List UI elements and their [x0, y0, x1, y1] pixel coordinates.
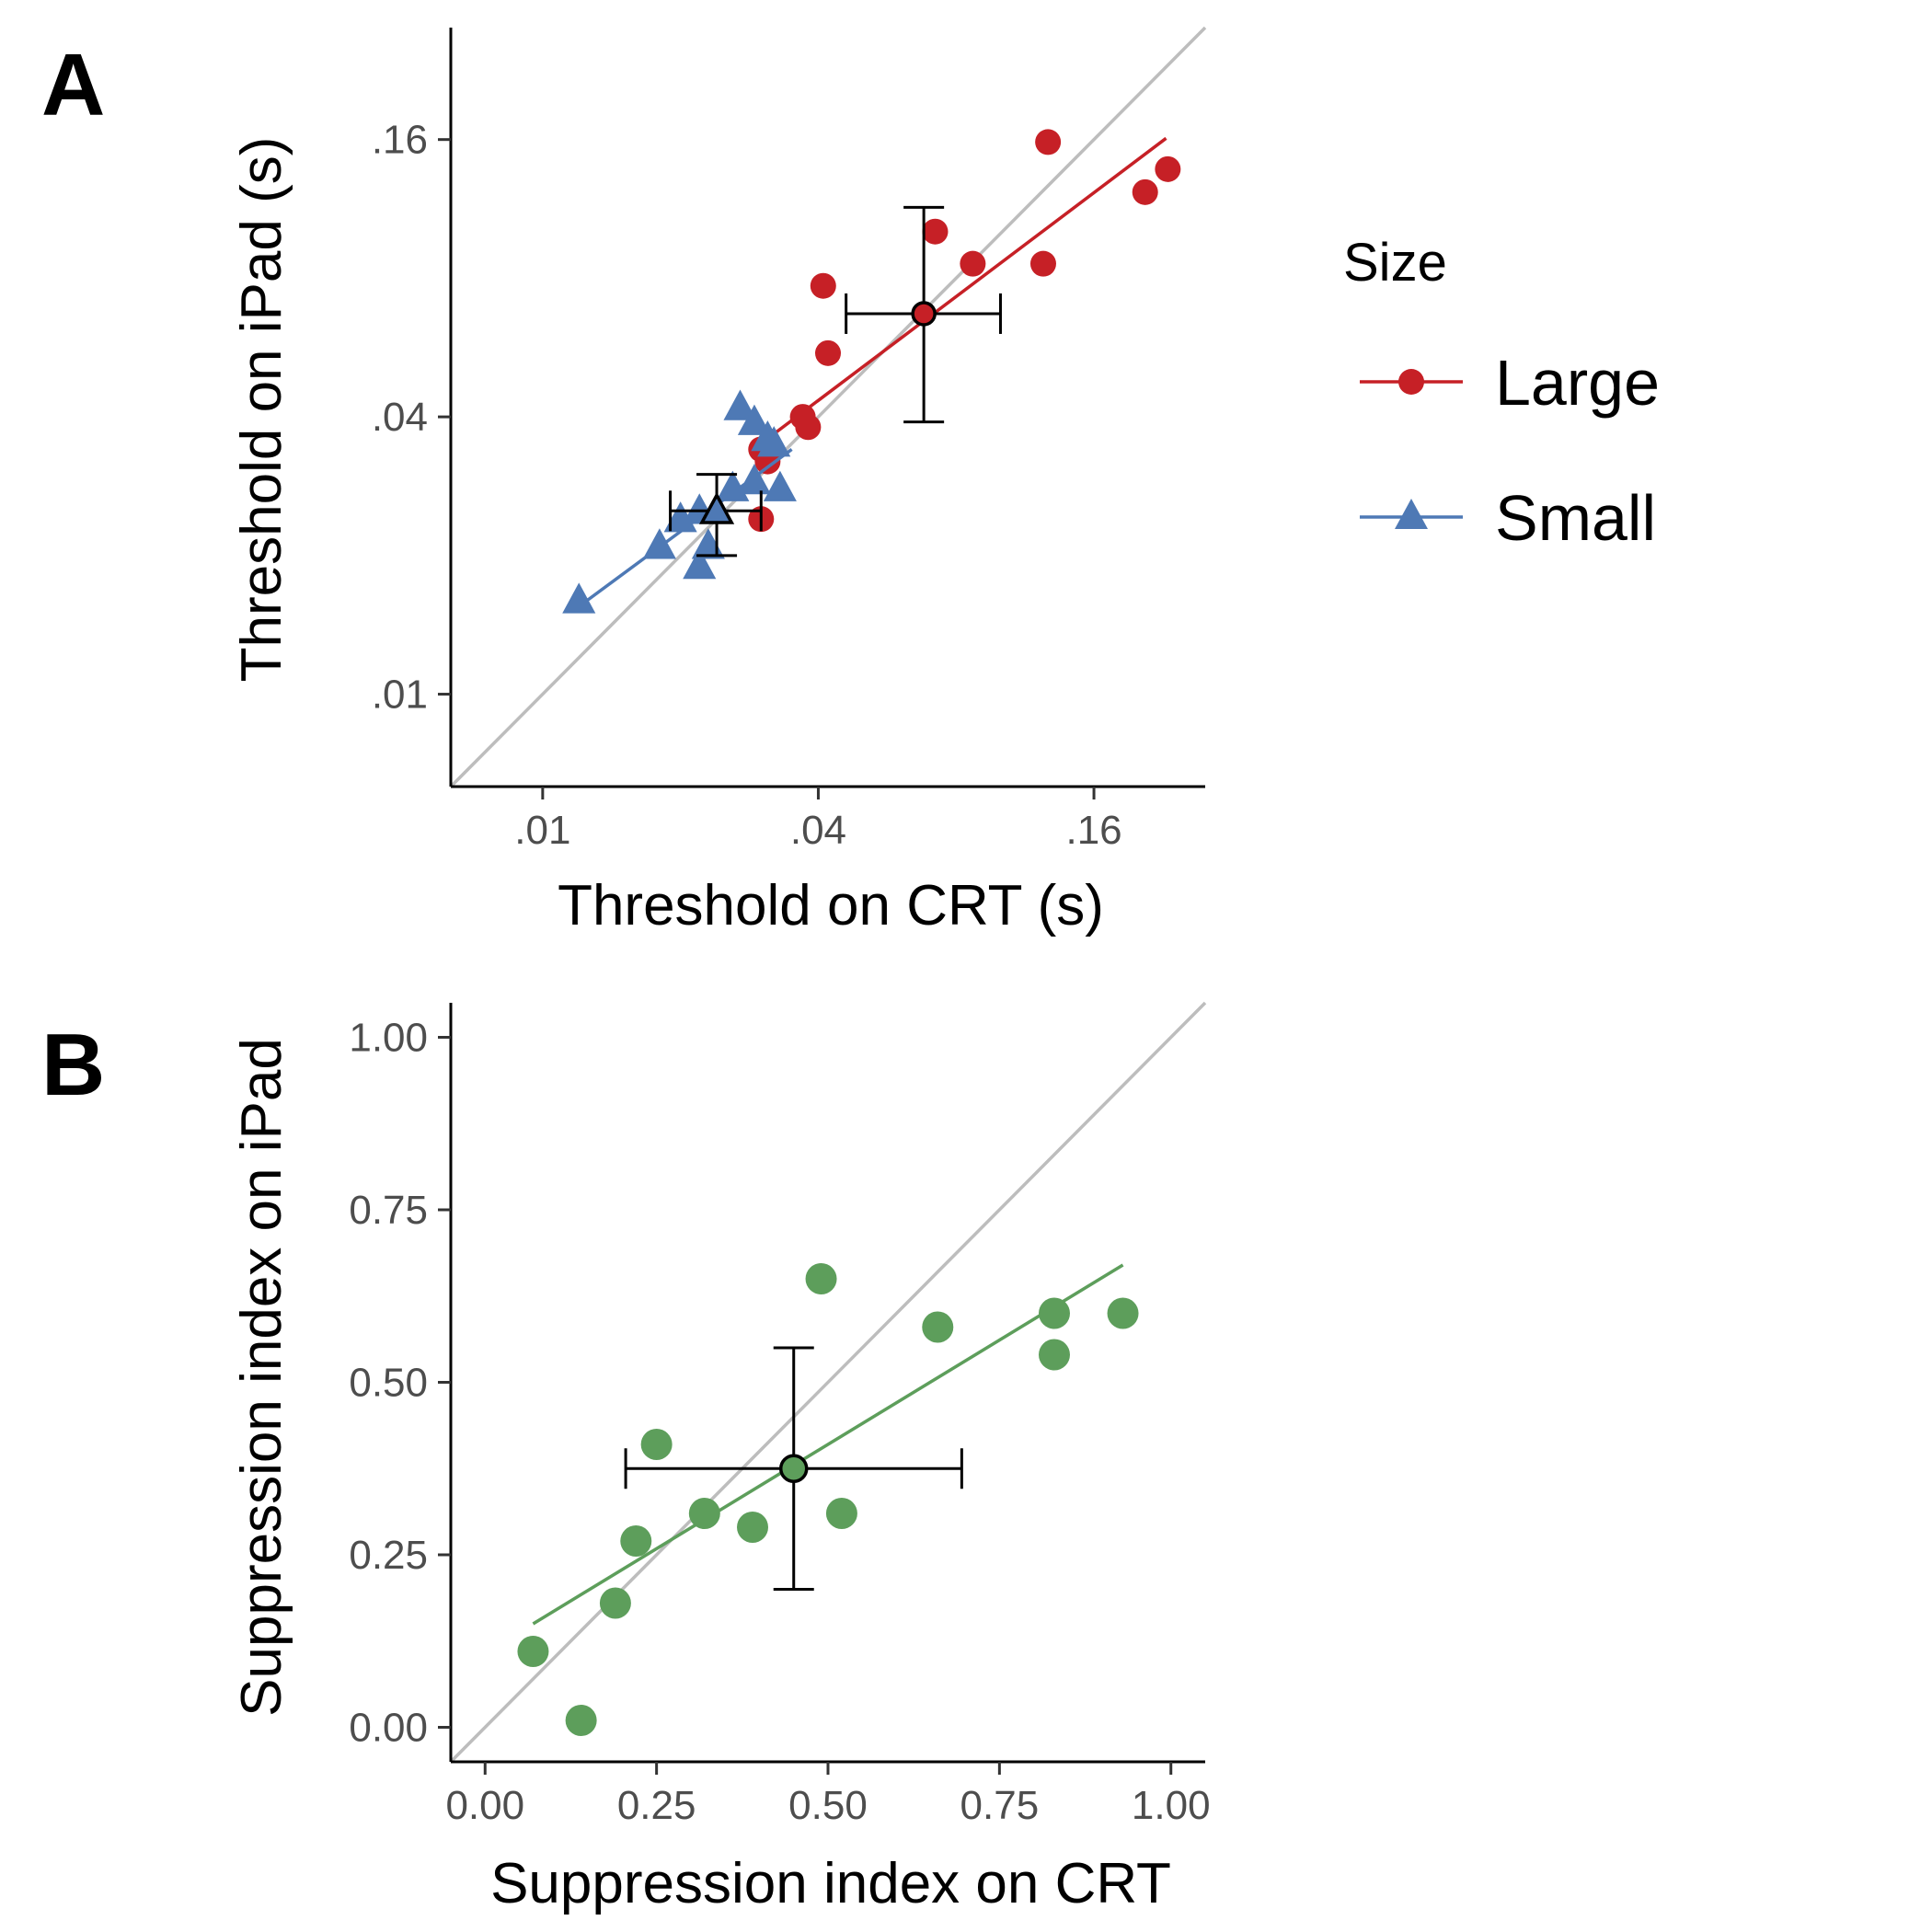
panel-a-small-point [757, 426, 791, 457]
panel-b-series-0-point [825, 1498, 857, 1529]
panel-b-y-tick-label: 0.75 [349, 1188, 428, 1233]
panel-a-identity-line [449, 26, 1207, 788]
panel-a-small-point [763, 470, 797, 501]
panel-b-series-0-point [1039, 1339, 1070, 1371]
panel-b-y-tick-label: 0.00 [349, 1706, 428, 1751]
legend-small-marker [1395, 499, 1428, 529]
panel-b-identity-line [449, 1001, 1207, 1764]
panel-a-x-axis-title: Threshold on CRT (s) [558, 874, 1104, 937]
panel-b-series-0-point [737, 1512, 768, 1543]
panel-a-large-point [922, 218, 949, 245]
panel-b-series-0-point [1107, 1297, 1139, 1329]
panel-b-x-tick-label: 0.00 [445, 1783, 524, 1828]
panel-a-small-point [642, 528, 676, 559]
panel-a-large-mean-point [911, 301, 937, 327]
panel-a-small-point [562, 582, 596, 614]
panel-b-y-tick-label: 0.25 [349, 1533, 428, 1578]
panel-b-label: B [41, 1016, 105, 1114]
legend-title: Size [1343, 233, 1447, 293]
legend-large-label: Large [1495, 347, 1660, 419]
legend-large-marker [1398, 369, 1424, 395]
panel-a-large-point [815, 339, 841, 366]
panel-b-series-0-point [688, 1498, 720, 1529]
panel-a-x-tick-label: .16 [1065, 808, 1121, 853]
panel-a-large-point [795, 414, 822, 441]
panel-b-plot: 0.00 0.25 0.50 0.75 1.00 0.00 0.25 0.50 0.75 1.00 [349, 1001, 1211, 1828]
panel-b-series-0-point [1039, 1297, 1070, 1329]
panel-a-small-mean-point [698, 491, 735, 524]
panel-b-series-0-point [599, 1587, 631, 1619]
panel-a-x-tick-label: .01 [514, 808, 570, 853]
legend: Size Large Small [1343, 233, 1660, 554]
panel-b-series-0-point [922, 1311, 954, 1343]
panel-a-y-tick-label: .16 [372, 118, 428, 163]
panel-b-x-tick-label: 0.50 [788, 1783, 868, 1828]
panel-b-x-axis-title: Suppression index on CRT [490, 1852, 1171, 1915]
panel-b-series-0-fit-line [532, 1263, 1124, 1626]
panel-b-series-0-point [805, 1263, 837, 1294]
legend-small-label: Small [1495, 482, 1656, 554]
panel-b-y-tick-label: 1.00 [349, 1016, 428, 1061]
panel-a-small-point [716, 470, 750, 501]
panel-a-label: A [41, 36, 105, 134]
panel-a-large-fit-line [760, 136, 1167, 445]
panel-a-large-point [810, 272, 836, 299]
panel-a-large-point [1035, 129, 1062, 155]
panel-a-small-point [737, 464, 772, 495]
panel-b-y-axis-title: Suppression index on iPad [230, 1038, 293, 1717]
panel-b-series-0-mean-point [778, 1454, 809, 1483]
panel-a-y-axis-title: Threshold on iPad (s) [230, 137, 293, 683]
panel-b-series-0-point [565, 1705, 597, 1736]
panel-b-x-tick-label: 1.00 [1132, 1783, 1211, 1828]
panel-b-x-tick-label: 0.75 [960, 1783, 1040, 1828]
panel-a-large-point [1029, 250, 1056, 277]
panel-a-small-point [723, 389, 757, 420]
panel-b-x-tick-label: 0.25 [617, 1783, 696, 1828]
panel-a-small-point [663, 501, 697, 533]
panel-a-large-point [960, 250, 986, 277]
panel-a-y-tick-label: .01 [372, 673, 428, 718]
panel-a-x-tick-label: .04 [790, 808, 846, 853]
panel-b-y-tick-label: 0.50 [349, 1361, 428, 1406]
panel-a-y-tick-label: .04 [372, 395, 428, 440]
panel-b-series-0-point [640, 1429, 673, 1460]
panel-a-plot: .01 .04 .16 .01 .04 .16 [372, 26, 1207, 853]
panel-b-series-0-point [620, 1525, 652, 1557]
panel-b-series-0-point [517, 1636, 549, 1667]
panel-a-small-point [737, 404, 772, 435]
panel-a-large-point [1132, 178, 1158, 205]
panel-a-large-point [1155, 155, 1181, 182]
panel-a-small-point [683, 547, 717, 580]
